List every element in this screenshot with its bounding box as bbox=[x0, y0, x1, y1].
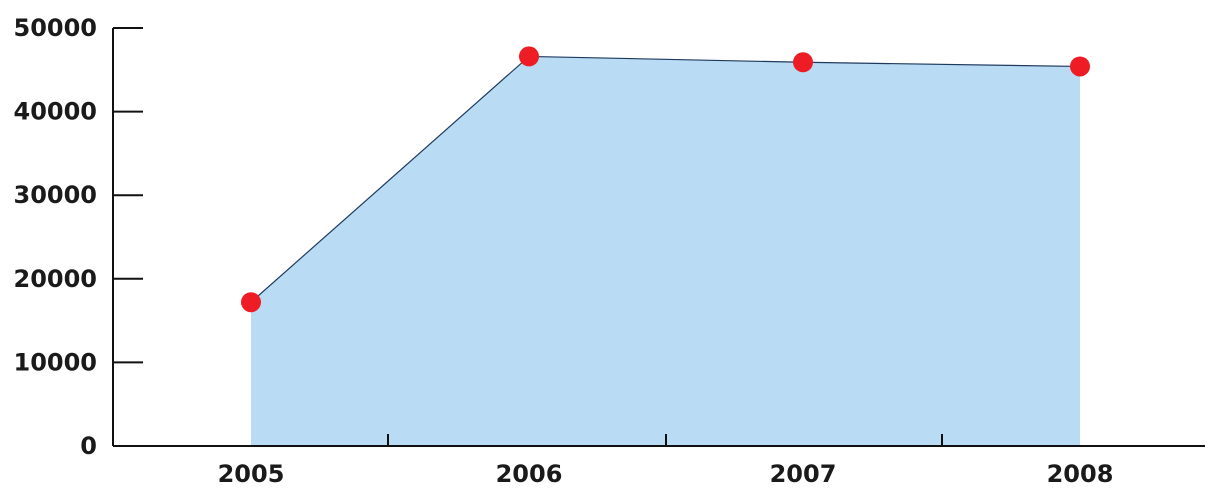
data-point bbox=[519, 46, 539, 67]
marker-layer bbox=[241, 46, 1090, 313]
axes-layer bbox=[112, 28, 1205, 447]
y-tick-label: 40000 bbox=[14, 98, 98, 126]
data-point bbox=[793, 52, 813, 73]
series-line bbox=[250, 55, 1081, 303]
x-tick-label: 2005 bbox=[218, 460, 285, 488]
series-area bbox=[251, 56, 1080, 446]
data-point bbox=[1070, 56, 1090, 77]
y-tick-label: 30000 bbox=[14, 181, 98, 209]
x-tick-label: 2008 bbox=[1047, 460, 1114, 488]
y-tick-label: 10000 bbox=[14, 348, 98, 376]
y-tick-label: 50000 bbox=[14, 14, 98, 42]
x-tick-label: 2006 bbox=[496, 460, 563, 488]
y-tick-layer: 0 10000 20000 30000 40000 50000 bbox=[14, 14, 143, 460]
y-tick-label: 0 bbox=[80, 432, 97, 460]
area-layer bbox=[250, 55, 1081, 446]
x-tick-label: 2007 bbox=[770, 460, 837, 488]
x-tick-layer: 2005 2006 2007 2008 bbox=[218, 434, 1114, 488]
data-point bbox=[241, 292, 261, 313]
y-tick-label: 20000 bbox=[14, 265, 98, 293]
